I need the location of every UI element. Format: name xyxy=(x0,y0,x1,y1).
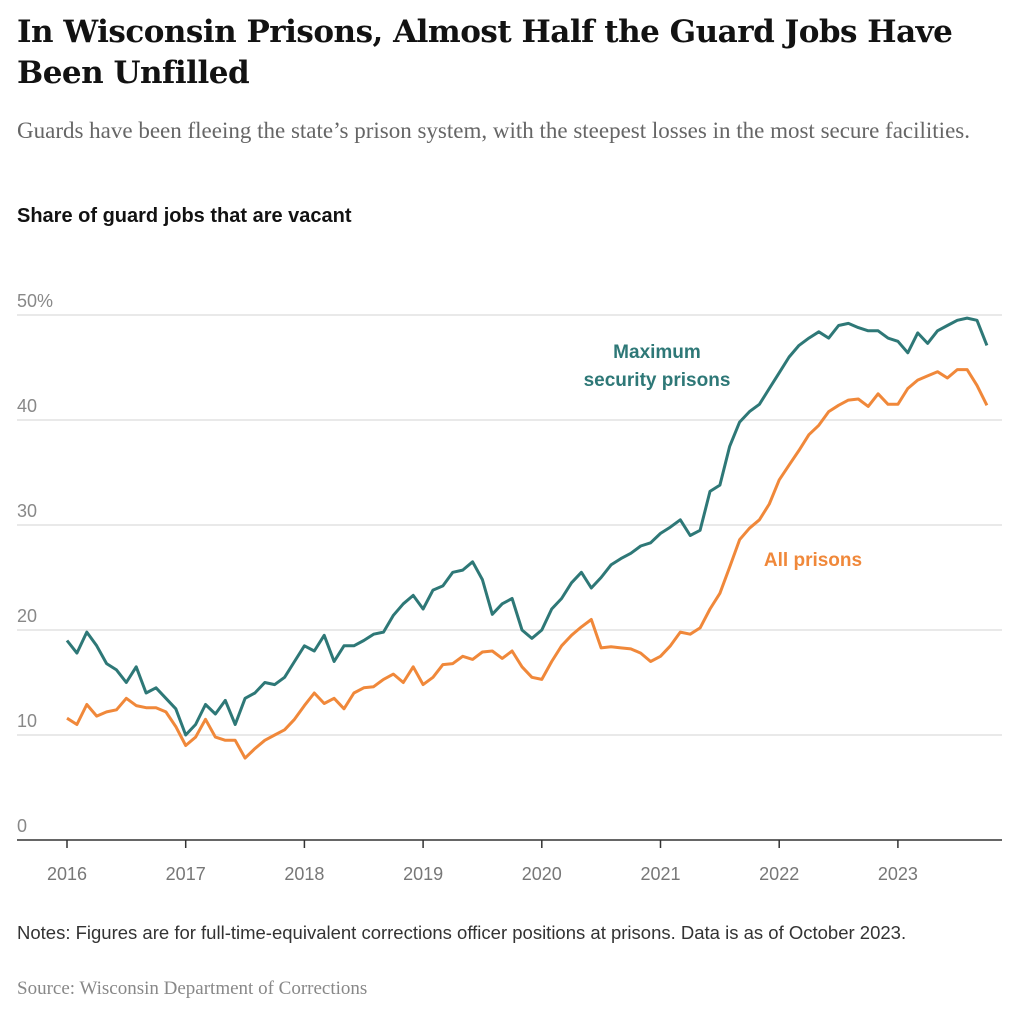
x-tick-label: 2020 xyxy=(522,864,562,884)
chart-subtitle: Guards have been fleeing the state’s pri… xyxy=(17,118,970,143)
x-tick-label: 2022 xyxy=(759,864,799,884)
x-tick-label: 2021 xyxy=(640,864,680,884)
x-tick-label: 2017 xyxy=(166,864,206,884)
y-tick-label: 10 xyxy=(17,711,37,731)
chart-title: In Wisconsin Prisons, Almost Half the Gu… xyxy=(17,14,953,91)
series-line-max xyxy=(65,316,989,737)
line-chart: 0 10 20 30 40 50% 2016 2017 2018 2019 2020 2021 202… xyxy=(17,291,1002,884)
y-tick-label: 30 xyxy=(17,501,37,521)
gridlines xyxy=(17,314,1002,841)
y-tick-label: 0 xyxy=(17,816,27,836)
series-lines xyxy=(65,316,989,760)
x-tick-label: 2019 xyxy=(403,864,443,884)
annotation-all: All prisons xyxy=(764,550,862,571)
y-tick-label: 40 xyxy=(17,396,37,416)
y-tick-label: 20 xyxy=(17,606,37,626)
x-tick-label: 2018 xyxy=(284,864,324,884)
y-tick-label: 50% xyxy=(17,291,53,311)
x-tick-label: 2016 xyxy=(47,864,87,884)
annotation-max-line1: Maximum xyxy=(613,342,701,363)
chart-source: Source: Wisconsin Department of Correcti… xyxy=(17,978,368,999)
series-line-all xyxy=(66,368,989,760)
y-axis-labels: 0 10 20 30 40 50% xyxy=(17,291,53,836)
x-tick-label: 2023 xyxy=(878,864,918,884)
annotation-max-line2: security prisons xyxy=(584,370,731,391)
chart-heading: Share of guard jobs that are vacant xyxy=(17,205,352,227)
x-axis-labels: 2016 2017 2018 2019 2020 2021 2022 2023 xyxy=(47,840,918,884)
chart-notes: Notes: Figures are for full-time-equival… xyxy=(17,922,907,943)
